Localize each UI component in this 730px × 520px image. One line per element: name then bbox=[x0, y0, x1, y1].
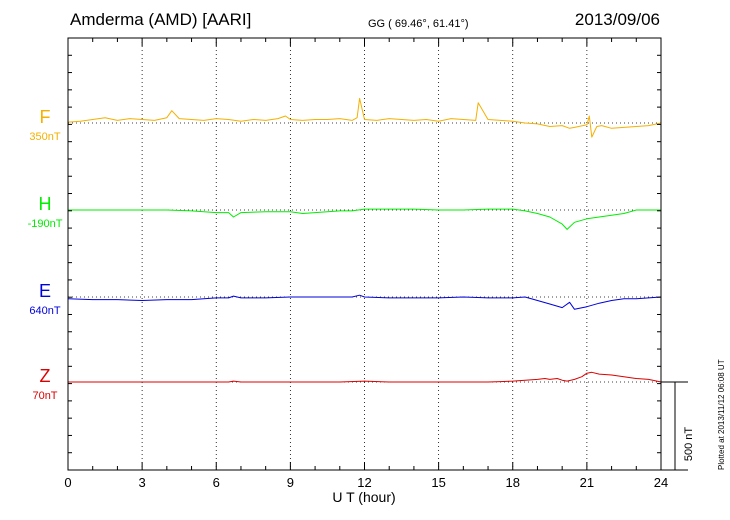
series-labels: F 350nT H -190nT E 640nT Z 70nT bbox=[28, 107, 63, 402]
series-baseline-F: 350nT bbox=[29, 131, 60, 143]
series-name-H: H bbox=[39, 194, 52, 214]
axis-ticks bbox=[67, 38, 662, 470]
series-line-H bbox=[68, 208, 661, 230]
vertical-gridlines bbox=[141, 38, 588, 470]
series-lines bbox=[67, 97, 662, 383]
x-tick-label-21: 21 bbox=[580, 475, 594, 490]
series-line-F bbox=[67, 97, 662, 138]
x-tick-label-6: 6 bbox=[213, 475, 220, 490]
x-tick-label-15: 15 bbox=[431, 475, 445, 490]
series-name-E: E bbox=[39, 281, 51, 301]
x-tick-label-18: 18 bbox=[506, 475, 520, 490]
scale-bar-label: 500 nT bbox=[683, 427, 695, 462]
series-name-Z: Z bbox=[40, 366, 51, 386]
x-axis-label: U T (hour) bbox=[332, 489, 395, 505]
chart-title: Amderma (AMD) [AARI] bbox=[70, 10, 251, 29]
x-tick-label-0: 0 bbox=[64, 475, 71, 490]
series-baseline-H: -190nT bbox=[28, 218, 63, 230]
series-baseline-E: 640nT bbox=[29, 305, 60, 317]
series-line-E bbox=[67, 294, 662, 310]
plot-timestamp: Plotted at 2013/11/12 06:08 UT bbox=[717, 359, 726, 470]
series-name-F: F bbox=[40, 107, 51, 127]
scale-bar: 500 nT bbox=[661, 381, 695, 471]
x-tick-label-9: 9 bbox=[287, 475, 294, 490]
x-tick-label-24: 24 bbox=[654, 475, 668, 490]
series-baselines bbox=[68, 122, 661, 383]
series-baseline-Z: 70nT bbox=[32, 390, 57, 402]
x-tick-label-12: 12 bbox=[357, 475, 371, 490]
chart-date: 2013/09/06 bbox=[575, 10, 660, 29]
series-line-Z bbox=[68, 371, 662, 383]
x-tick-labels: 0 3 6 9 12 15 18 21 24 bbox=[64, 475, 668, 490]
station-coordinates: GG ( 69.46°, 61.41°) bbox=[368, 18, 469, 30]
x-tick-label-3: 3 bbox=[139, 475, 146, 490]
